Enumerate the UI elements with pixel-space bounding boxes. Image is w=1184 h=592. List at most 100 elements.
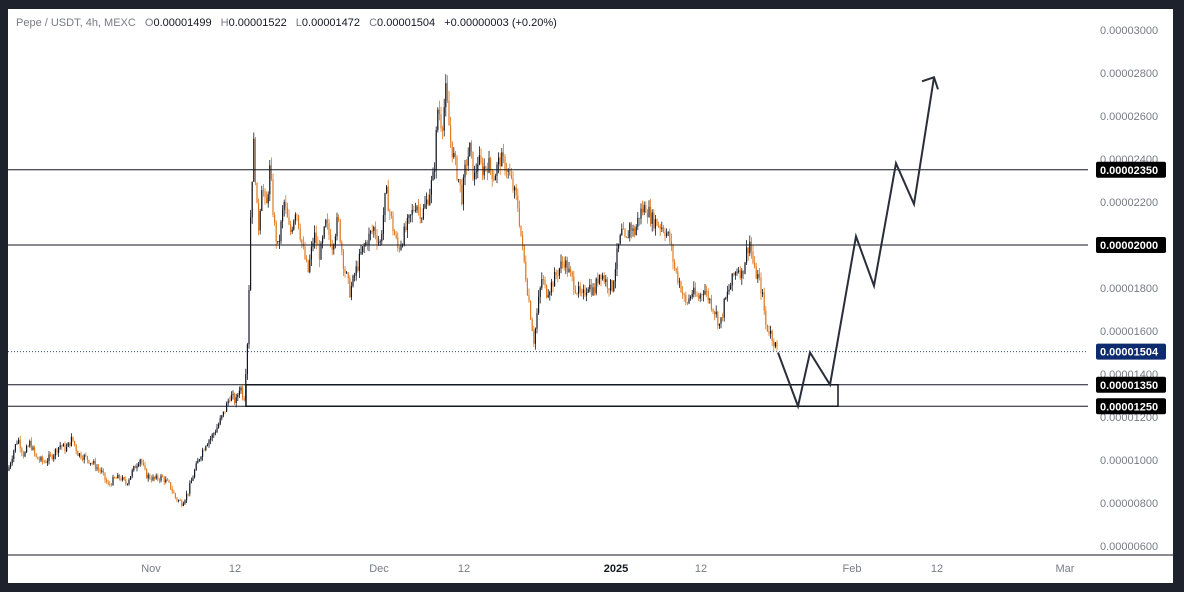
- candle-body: [658, 225, 660, 227]
- candle-body: [224, 411, 226, 413]
- candle-body: [237, 395, 239, 398]
- candle-body: [374, 227, 376, 236]
- candle-body: [739, 270, 741, 279]
- close-key: C: [369, 17, 378, 29]
- candle-body: [510, 174, 512, 179]
- candle-body: [194, 470, 196, 478]
- candle-body: [659, 225, 661, 229]
- candle-body: [109, 483, 111, 485]
- candle-body: [157, 475, 159, 480]
- candle-body: [42, 457, 44, 462]
- candle-body: [696, 294, 698, 297]
- candle-body: [216, 427, 218, 433]
- candle-body: [446, 83, 448, 101]
- open-key: O: [144, 17, 154, 29]
- candle-body: [736, 271, 738, 273]
- candle-body: [182, 503, 184, 506]
- candle-body: [259, 210, 261, 231]
- candle-body: [757, 274, 759, 279]
- candle-body: [667, 232, 669, 234]
- candle-body: [219, 418, 221, 425]
- candle-body: [445, 83, 447, 108]
- candle-body: [440, 114, 442, 129]
- candle-body: [93, 461, 95, 464]
- candle-body: [195, 463, 197, 471]
- chart-frame[interactable]: 0.00000600 0.00000800 0.00001000 0.00001200…: [8, 9, 1173, 583]
- x-tick-label: Nov: [141, 563, 161, 575]
- candle-body: [552, 282, 554, 287]
- candle-body: [461, 184, 463, 205]
- y-tick-label: 0.00000800: [1100, 498, 1158, 510]
- candle-body: [355, 266, 357, 276]
- candle-body: [51, 454, 53, 460]
- candle-body: [432, 171, 434, 181]
- candle-body: [229, 400, 231, 402]
- candle-body: [264, 190, 266, 198]
- candle-body: [683, 294, 685, 296]
- candle-body: [587, 289, 589, 293]
- candle-body: [136, 465, 138, 469]
- candle-body: [443, 107, 445, 131]
- x-tick-label: Dec: [369, 563, 389, 575]
- candle-body: [594, 287, 596, 294]
- candle-body: [579, 286, 581, 293]
- candle-body: [637, 217, 639, 227]
- candle-body: [434, 170, 436, 172]
- candle-body: [152, 476, 154, 481]
- price-chart[interactable]: 0.00000600 0.00000800 0.00001000 0.00001200…: [8, 9, 1173, 583]
- candle-body: [698, 296, 700, 299]
- candle-body: [330, 234, 332, 247]
- candle-body: [555, 272, 557, 275]
- candle-body: [162, 475, 164, 478]
- candle-body: [280, 221, 282, 242]
- candle-body: [240, 387, 242, 391]
- candle-body: [214, 432, 216, 434]
- candle-body: [450, 125, 452, 142]
- candle-body: [498, 157, 500, 165]
- candle-body: [131, 470, 133, 477]
- candle-body: [518, 207, 520, 226]
- candle-body: [56, 449, 58, 453]
- candle-body: [98, 467, 100, 470]
- high-value: 0.00001522: [228, 17, 287, 29]
- candle-body: [64, 444, 66, 452]
- candle-body: [354, 275, 356, 277]
- y-tick-label: 0.00002800: [1100, 68, 1158, 80]
- candle-body: [451, 141, 453, 158]
- candle-body: [488, 158, 490, 173]
- open-value: 0.00001499: [153, 17, 212, 29]
- candle-body: [18, 439, 20, 444]
- candle-body: [104, 472, 106, 480]
- candle-body: [112, 477, 114, 486]
- candle-body: [600, 274, 602, 280]
- candle-body: [758, 274, 760, 278]
- candle-body: [333, 244, 335, 250]
- candle-body: [378, 242, 380, 244]
- candle-body: [686, 302, 688, 304]
- candle-body: [19, 439, 21, 449]
- candle-body: [475, 171, 477, 173]
- candle-body: [661, 227, 663, 229]
- candle-body: [395, 234, 397, 238]
- candle-body: [278, 241, 280, 242]
- candle-body: [77, 451, 79, 456]
- candle-body: [680, 281, 682, 293]
- candle-body: [618, 243, 620, 249]
- candle-body: [266, 197, 268, 204]
- candle-body: [283, 202, 285, 210]
- candle-body: [50, 454, 52, 456]
- candle-body: [54, 449, 56, 456]
- zone-box: [245, 384, 839, 407]
- candle-body: [190, 480, 192, 484]
- candle-body: [269, 165, 271, 195]
- candle-body: [763, 292, 765, 311]
- candle-body: [558, 268, 560, 276]
- candle-body: [230, 395, 232, 401]
- high-key: H: [220, 17, 229, 29]
- current-price-label-bg: [1096, 343, 1166, 360]
- candle-body: [426, 199, 428, 204]
- candle-body: [83, 455, 85, 460]
- candle-body: [398, 247, 400, 250]
- candle-body: [200, 456, 202, 460]
- candle-body: [645, 205, 647, 213]
